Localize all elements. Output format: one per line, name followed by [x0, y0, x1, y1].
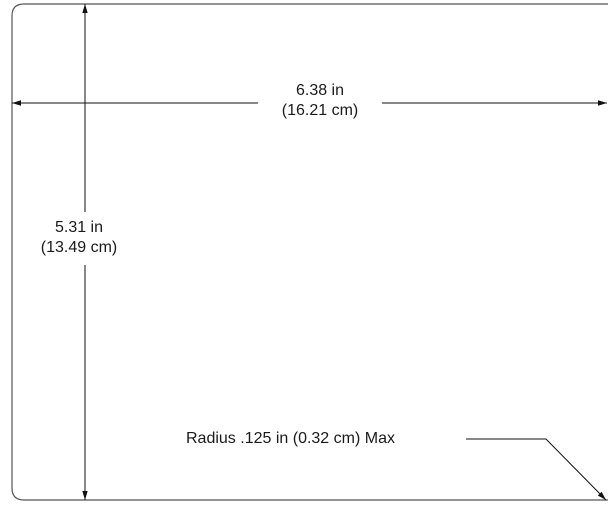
corner-radius-text: Radius .125 in (0.32 cm) Max	[186, 430, 395, 447]
height-dimension-label: 5.31 in (13.49 cm)	[18, 216, 140, 260]
corner-radius-label: Radius .125 in (0.32 cm) Max	[186, 429, 395, 449]
height-metric-text: (13.49 cm)	[40, 239, 118, 256]
width-imperial-text: 6.38 in	[295, 82, 345, 99]
panel-outline	[11, 3, 608, 501]
width-metric-text: (16.21 cm)	[281, 102, 359, 119]
height-imperial-text: 5.31 in	[54, 219, 104, 236]
radius-leader-line	[466, 438, 607, 501]
width-dimension-label: 6.38 in (16.21 cm)	[258, 81, 382, 121]
